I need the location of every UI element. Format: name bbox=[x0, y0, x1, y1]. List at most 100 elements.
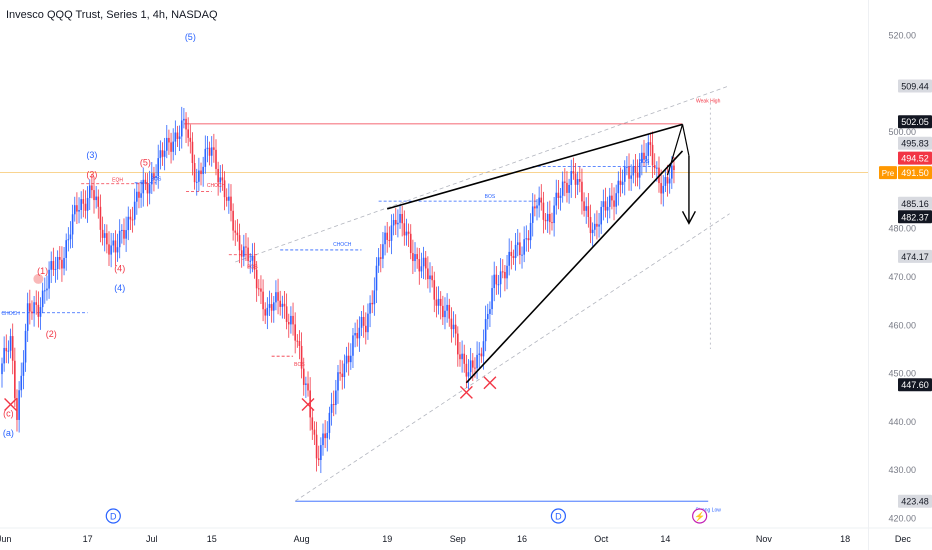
candle-body bbox=[178, 136, 181, 139]
candle-body bbox=[388, 239, 391, 241]
candle-body bbox=[352, 335, 354, 356]
candle-body bbox=[236, 232, 239, 236]
candle-body bbox=[279, 300, 281, 307]
candle-body bbox=[579, 179, 581, 182]
candle-body bbox=[300, 345, 303, 369]
candle-body bbox=[148, 184, 151, 194]
candle-body bbox=[514, 244, 517, 258]
candle-body bbox=[416, 254, 418, 260]
candle-body bbox=[133, 201, 136, 220]
candle-body bbox=[281, 303, 284, 307]
y-tick-label: 480.00 bbox=[888, 224, 916, 234]
candle-body bbox=[202, 166, 204, 175]
candle-body bbox=[529, 222, 532, 241]
candle-body bbox=[461, 353, 463, 360]
candle-body bbox=[335, 390, 337, 406]
candle-body bbox=[555, 192, 558, 206]
candle-body bbox=[48, 269, 50, 289]
candle-body bbox=[638, 162, 641, 178]
candle-body bbox=[660, 183, 662, 194]
price-tag-label: 474.17 bbox=[901, 252, 929, 262]
price-tag-bg bbox=[898, 166, 932, 180]
candle-body bbox=[604, 201, 607, 211]
candle-body bbox=[170, 142, 172, 152]
event-marker-circle bbox=[692, 508, 708, 524]
candle-body bbox=[221, 177, 224, 181]
candle-body bbox=[350, 355, 352, 363]
annotation-label: BOS bbox=[294, 362, 305, 368]
candle-body bbox=[228, 196, 230, 201]
y-tick-label: 420.00 bbox=[888, 514, 916, 524]
price-tag-label: 447.60 bbox=[901, 380, 929, 390]
price-tag: 494.52 bbox=[898, 151, 932, 165]
candle-body bbox=[489, 309, 491, 314]
candle-body bbox=[251, 255, 254, 261]
candle-body bbox=[379, 257, 382, 259]
candle-body bbox=[499, 271, 502, 285]
candle-body bbox=[549, 213, 551, 223]
candle-body bbox=[118, 230, 121, 248]
candle-body bbox=[501, 271, 504, 273]
candle-body bbox=[649, 142, 652, 145]
candle-body bbox=[337, 372, 339, 391]
candle-body bbox=[668, 178, 671, 184]
candle-body bbox=[22, 362, 25, 376]
candle-body bbox=[399, 213, 401, 223]
candle-body bbox=[123, 229, 125, 239]
candle-body bbox=[574, 173, 577, 185]
candle-body bbox=[262, 291, 264, 310]
annotation-label: (2) bbox=[46, 329, 57, 339]
candle-body bbox=[305, 383, 307, 385]
annotation-label: BOS bbox=[247, 264, 258, 270]
annotation-label: CHOCH bbox=[1, 311, 20, 317]
price-tag: 423.48 bbox=[898, 494, 932, 508]
candle-body bbox=[311, 417, 314, 430]
candle-body bbox=[439, 298, 442, 306]
candle-body bbox=[497, 284, 500, 286]
candle-body bbox=[596, 223, 598, 227]
candle-body bbox=[58, 257, 61, 260]
candle-body bbox=[264, 309, 267, 316]
candle-body bbox=[275, 292, 277, 303]
candle-body bbox=[33, 302, 35, 314]
candle-body bbox=[195, 181, 198, 183]
candle-body bbox=[208, 147, 211, 156]
candle-body bbox=[619, 180, 622, 185]
candle-body bbox=[345, 355, 348, 364]
down-arrow-head bbox=[681, 210, 696, 225]
candle-body bbox=[285, 306, 288, 323]
candle-body bbox=[662, 185, 665, 194]
candle-body bbox=[37, 304, 40, 317]
candle-body bbox=[454, 324, 457, 334]
candle-body bbox=[583, 201, 585, 211]
candle-body bbox=[245, 246, 247, 248]
candle-body bbox=[626, 166, 628, 168]
candle-body bbox=[121, 229, 123, 231]
channel-upper-line bbox=[235, 85, 730, 263]
event-marker-label: ⚡ bbox=[694, 511, 705, 523]
candle-body bbox=[448, 304, 451, 319]
candle-body bbox=[268, 304, 271, 308]
candle-body bbox=[602, 201, 605, 207]
candle-body bbox=[157, 158, 160, 177]
candle-body bbox=[568, 184, 570, 193]
candle-body bbox=[403, 223, 406, 236]
event-marker-label: D bbox=[110, 512, 117, 522]
annotation-label: CHOCH bbox=[333, 242, 352, 248]
candle-body bbox=[16, 398, 18, 420]
annotation-label: (1) bbox=[37, 266, 48, 276]
candle-body bbox=[330, 404, 333, 413]
candle-body bbox=[324, 433, 326, 439]
candle-body bbox=[424, 257, 427, 269]
candle-body bbox=[322, 433, 324, 446]
candle-body bbox=[255, 269, 258, 289]
candle-body bbox=[373, 290, 376, 305]
candle-body bbox=[232, 210, 234, 231]
candle-body bbox=[243, 246, 245, 257]
candle-body bbox=[386, 232, 388, 240]
chart-title: Invesco QQQ Trust, Series 1, 4h, NASDAQ bbox=[6, 9, 218, 21]
candle-body bbox=[260, 288, 262, 292]
y-tick-label: 470.00 bbox=[888, 272, 916, 282]
x-tick-label: 17 bbox=[83, 534, 93, 544]
